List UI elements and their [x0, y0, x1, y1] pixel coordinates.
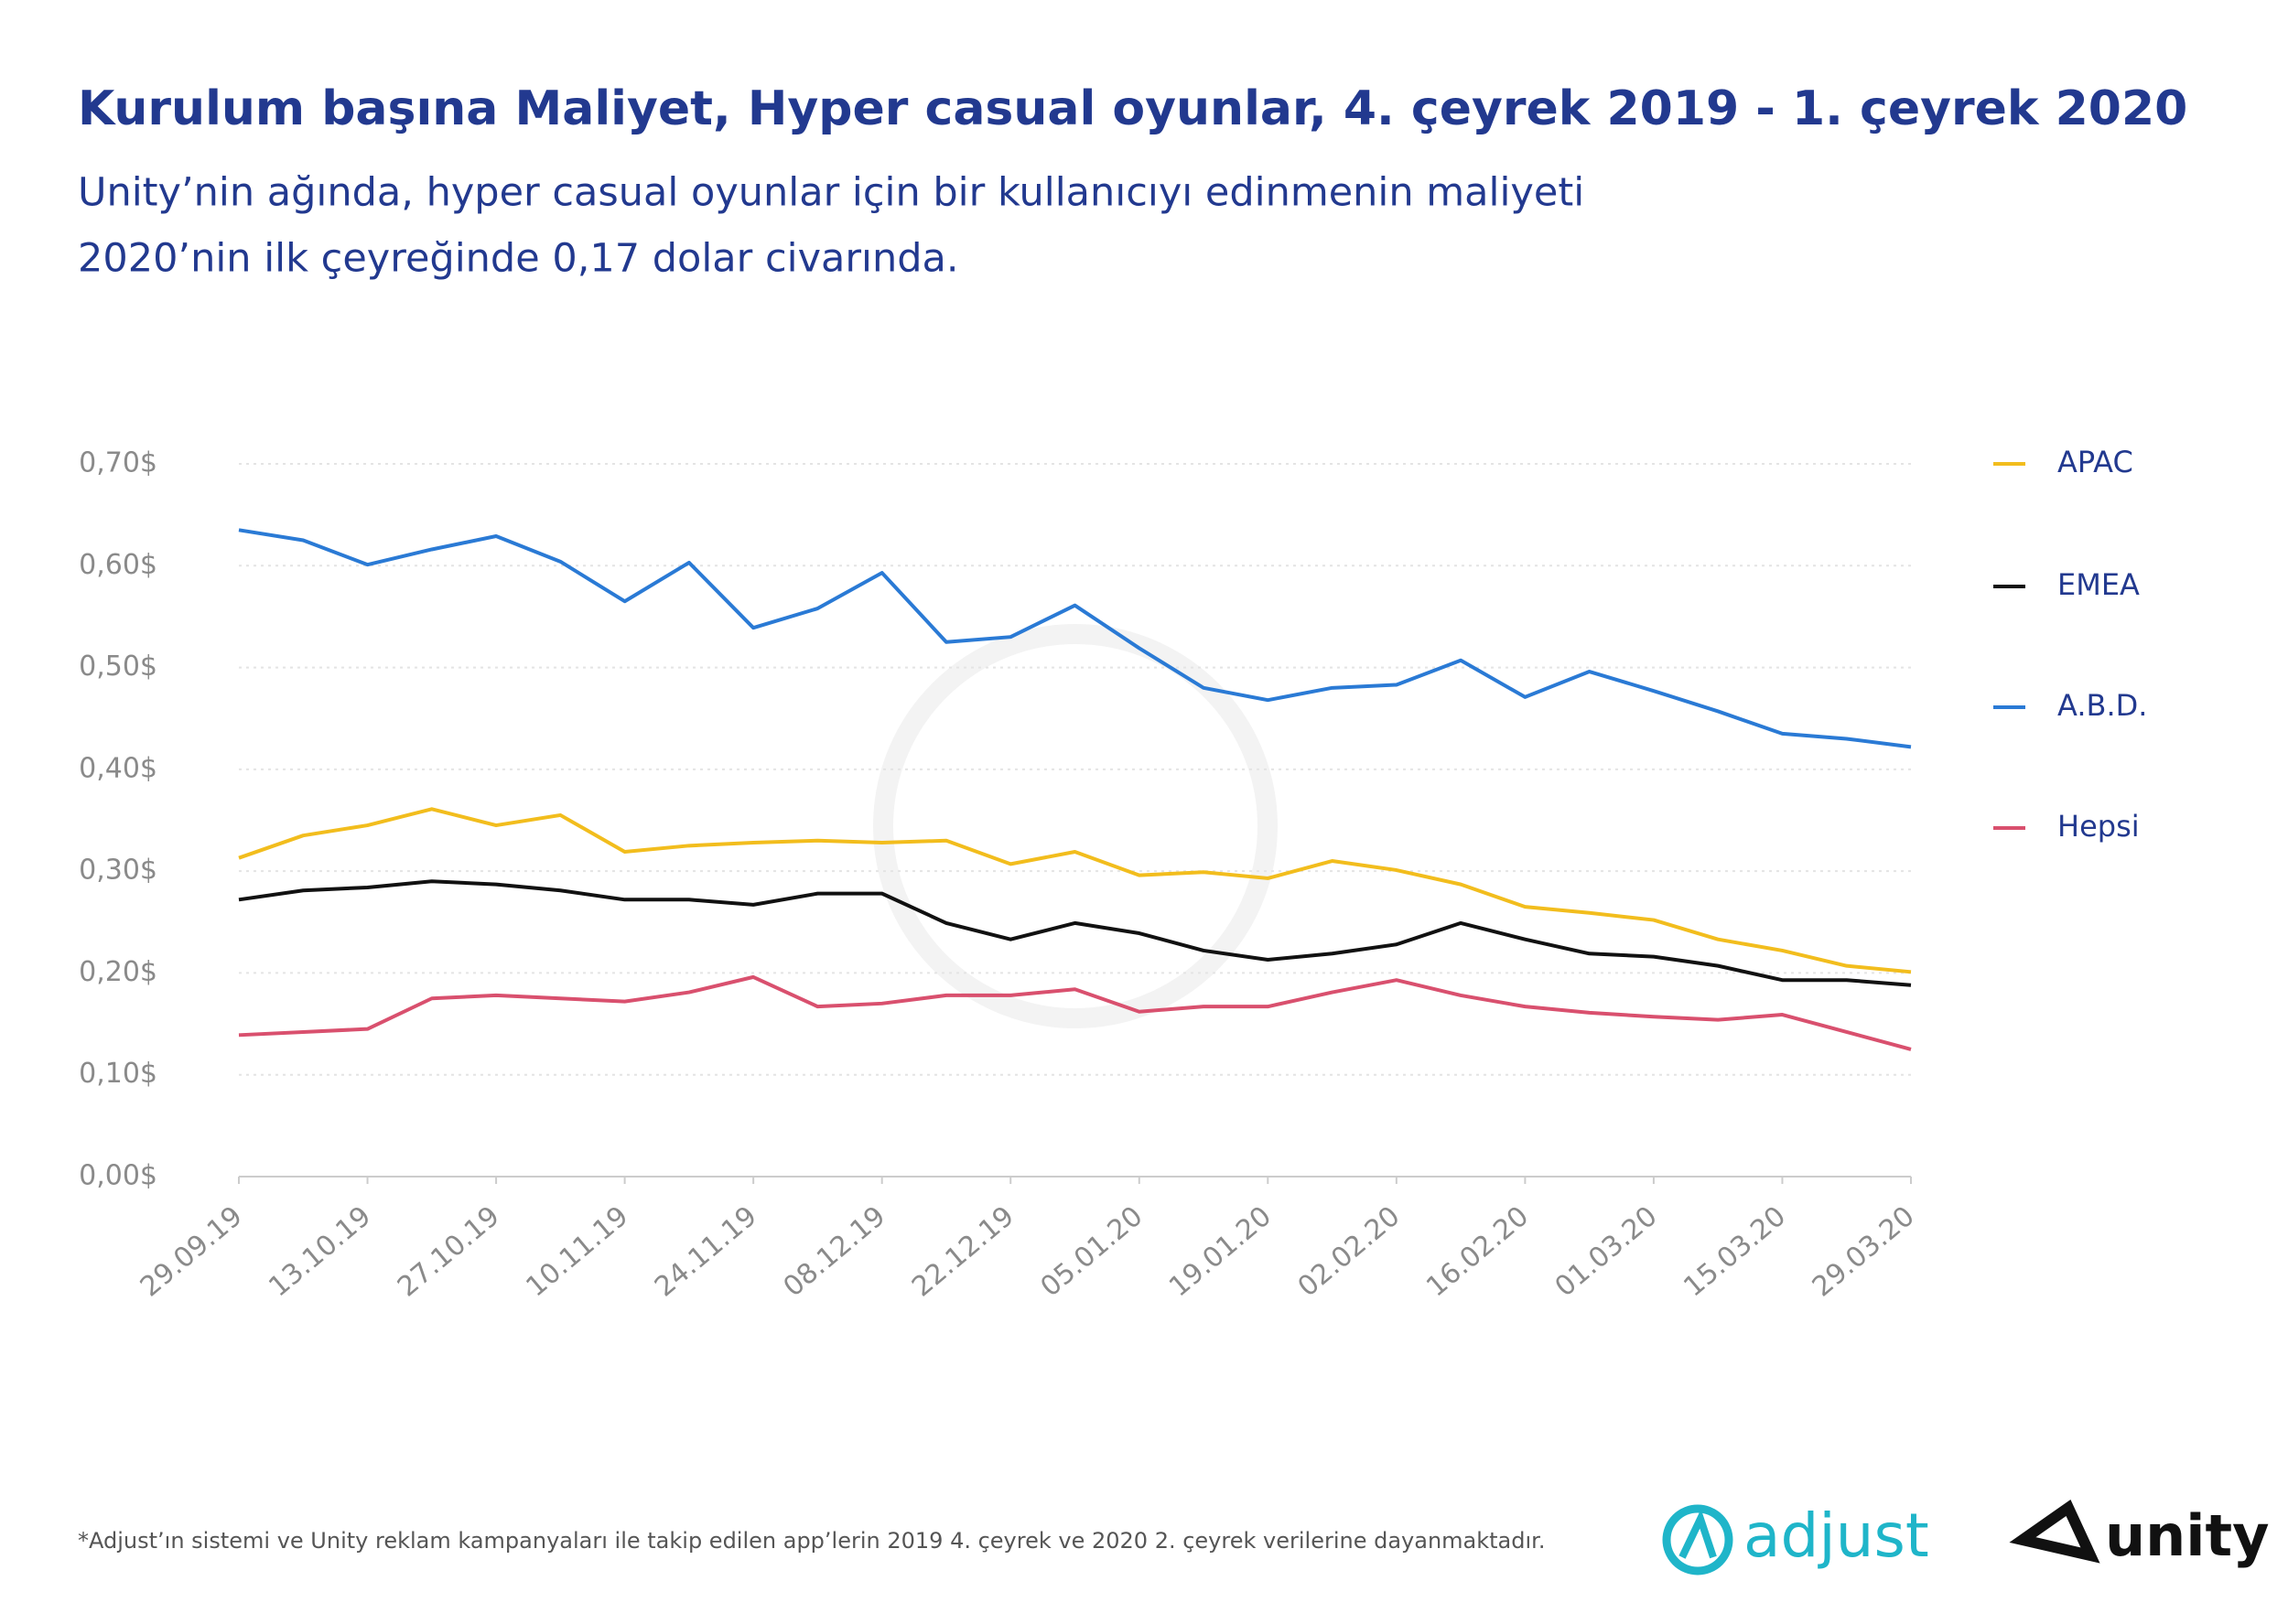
unity-logo: unity [2009, 1499, 2270, 1569]
logo-text: unity [2105, 1502, 2270, 1569]
x-tick-label: 13.10.19 [263, 1200, 377, 1304]
x-tick-label: 05.01.20 [1035, 1200, 1149, 1304]
x-tick-label: 19.01.20 [1163, 1200, 1278, 1304]
adjust-logo: adjust [1662, 1500, 1929, 1576]
x-tick-label: 29.09.19 [135, 1200, 249, 1304]
series-line [238, 879, 1912, 987]
logo-icon [1678, 1509, 1717, 1559]
x-tick-label: 24.11.19 [649, 1200, 763, 1304]
chart-title: Kurulum başına Maliyet, Hyper casual oyu… [78, 81, 2187, 136]
y-tick-label: 0,00$ [79, 1160, 157, 1192]
legend-label: EMEA [2057, 567, 2140, 602]
legend-label: Hepsi [2057, 809, 2140, 844]
x-tick-label: 27.10.19 [392, 1200, 506, 1304]
x-tick-label: 01.03.20 [1549, 1200, 1664, 1304]
y-tick-label: 0,10$ [79, 1058, 157, 1090]
y-tick-label: 0,60$ [79, 549, 157, 581]
legend-label: APAC [2057, 445, 2133, 479]
x-tick-label: 29.03.20 [1807, 1200, 1921, 1304]
y-tick-label: 0,70$ [79, 447, 157, 479]
y-tick-label: 0,30$ [79, 855, 157, 887]
logo-icon [2009, 1499, 2100, 1564]
series-line [238, 807, 1912, 974]
x-tick-label: 10.11.19 [520, 1200, 634, 1304]
y-tick-label: 0,20$ [79, 956, 157, 988]
legend-label: A.B.D. [2057, 688, 2147, 723]
logo-text: adjust [1743, 1500, 1929, 1571]
x-tick-label: 15.03.20 [1678, 1200, 1792, 1304]
chart-subtitle: 2020’nin ilk çeyreğinde 0,17 dolar civar… [78, 236, 959, 282]
series-line [238, 974, 1912, 1051]
x-tick-label: 02.02.20 [1292, 1200, 1407, 1304]
footnote: *Adjust’ın sistemi ve Unity reklam kampa… [78, 1528, 1545, 1554]
x-tick-label: 16.02.20 [1420, 1200, 1535, 1304]
watermark [873, 624, 1278, 1028]
chart-subtitle: Unity’nin ağında, hyper casual oyunlar i… [78, 170, 1584, 216]
x-tick-label: 08.12.19 [777, 1200, 891, 1304]
y-tick-label: 0,50$ [79, 651, 157, 683]
x-tick-label: 22.12.19 [906, 1200, 1020, 1304]
y-tick-label: 0,40$ [79, 752, 157, 784]
series-line [238, 528, 1912, 749]
logo-icon [1662, 1504, 1733, 1576]
